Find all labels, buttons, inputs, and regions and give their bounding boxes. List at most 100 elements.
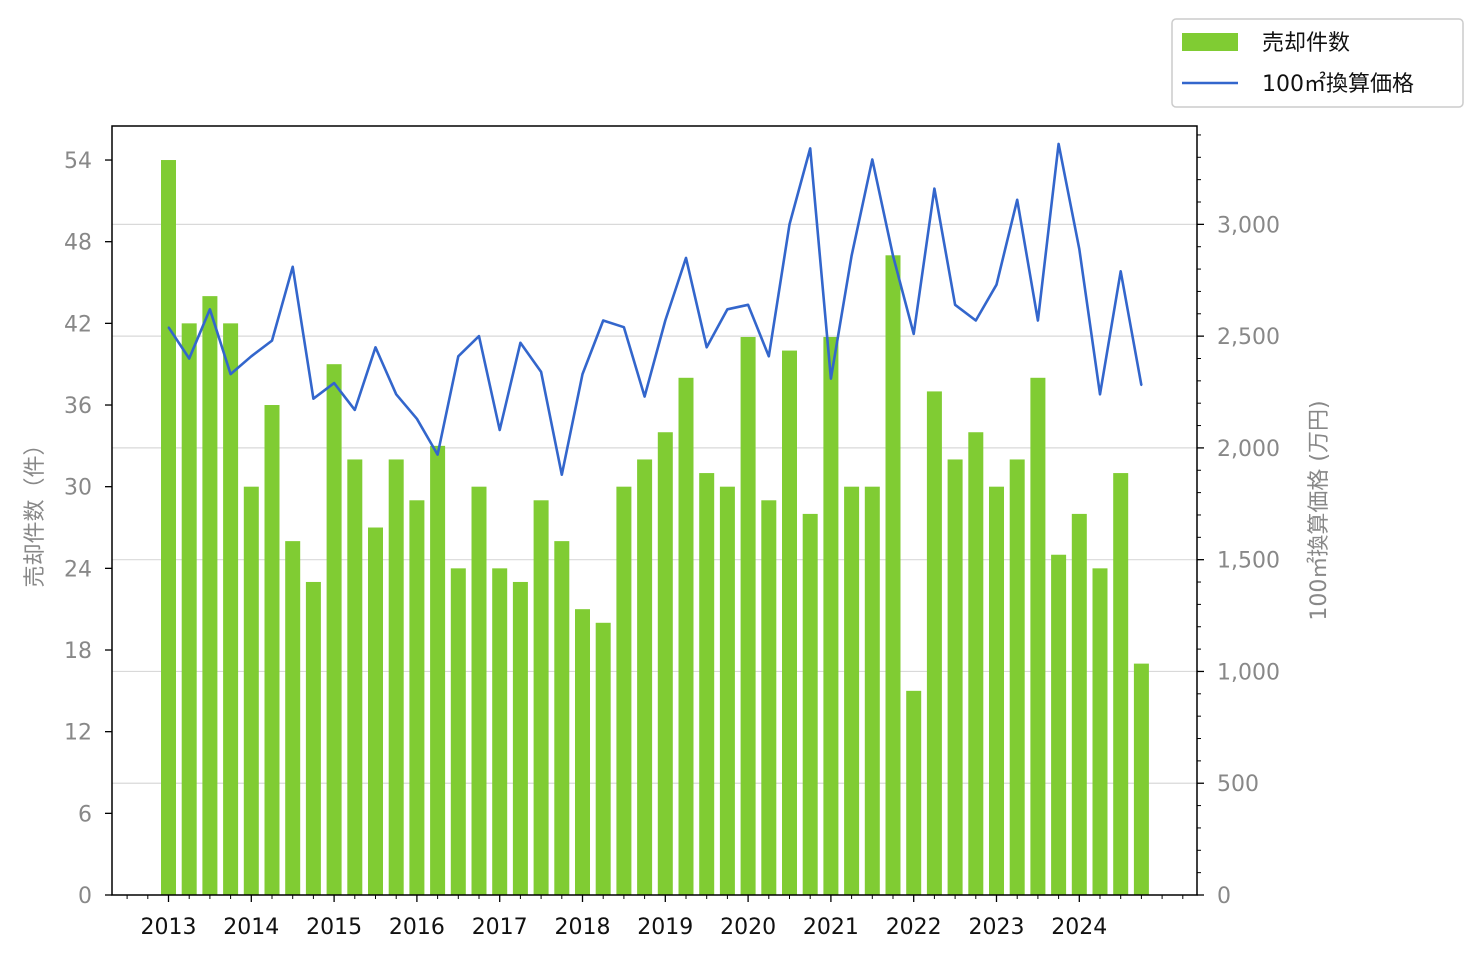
left-tick-label: 18 — [64, 639, 92, 664]
price-point-2021Q4 — [892, 254, 894, 257]
x-tick-label: 2020 — [720, 915, 776, 940]
right-tick-label: 1,000 — [1217, 660, 1280, 685]
price-point-2024Q4 — [1140, 384, 1143, 387]
price-point-2014Q2 — [271, 339, 273, 342]
price-point-2017Q1 — [498, 429, 501, 431]
right-tick-label: 2,500 — [1217, 325, 1280, 350]
left-tick-label: 30 — [64, 476, 92, 501]
price-point-2020Q3 — [788, 223, 791, 226]
x-tick-label: 2018 — [555, 915, 611, 940]
price-point-2018Q2 — [602, 319, 604, 322]
price-point-2022Q4 — [975, 319, 977, 322]
left-tick-label: 36 — [64, 394, 92, 419]
price-point-2018Q1 — [581, 373, 584, 375]
legend: 売却件数 100㎡換算価格 — [1171, 18, 1464, 108]
bar-2023Q2 — [1009, 459, 1025, 895]
price-point-2019Q3 — [705, 346, 708, 349]
price-point-2017Q3 — [540, 371, 542, 373]
legend-frame — [1171, 18, 1464, 108]
price-point-2016Q2 — [436, 453, 439, 456]
bar-2015Q3 — [368, 527, 383, 895]
price-point-2022Q1 — [912, 333, 915, 335]
bar-2019Q4 — [719, 486, 735, 895]
left-tick-label: 48 — [64, 231, 92, 256]
bar-2016Q1 — [409, 500, 425, 895]
bar-2021Q1 — [823, 336, 839, 895]
bar-2017Q3 — [533, 500, 549, 895]
left-tick-label: 12 — [64, 721, 92, 746]
bar-2013Q1 — [161, 160, 176, 895]
bar-2017Q1 — [492, 568, 508, 895]
x-tick-label: 2017 — [472, 915, 528, 940]
x-tick-label: 2021 — [803, 915, 859, 940]
bar-2020Q1 — [740, 336, 756, 895]
bar-2022Q2 — [926, 391, 942, 895]
price-point-2020Q1 — [747, 304, 749, 306]
price-point-2017Q4 — [561, 473, 563, 476]
right-tick-label: 2,000 — [1217, 437, 1280, 462]
x-tick-label: 2019 — [637, 915, 693, 940]
price-point-2021Q2 — [850, 254, 853, 257]
bar-series — [161, 160, 1149, 896]
bar-2024Q4 — [1133, 663, 1149, 895]
bar-2019Q2 — [678, 377, 694, 895]
bar-2024Q2 — [1092, 568, 1108, 895]
right-tick-label: 500 — [1217, 772, 1259, 797]
x-axis: 2013 2014 2015 2016 2017 2018 2019 2020 2021 2022… — [126, 895, 1184, 940]
price-point-2018Q4 — [643, 395, 646, 398]
bar-2017Q2 — [512, 581, 528, 895]
left-axis-title: 売却件数（件） — [23, 433, 48, 587]
legend-label-price: 100㎡換算価格 — [1262, 71, 1414, 97]
price-point-2023Q4 — [1057, 143, 1060, 145]
bar-2022Q1 — [906, 690, 922, 895]
x-tick-label: 2023 — [969, 915, 1025, 940]
price-point-2021Q3 — [871, 158, 874, 161]
bar-2024Q1 — [1071, 513, 1087, 895]
price-point-2019Q4 — [726, 308, 729, 311]
bar-2020Q3 — [782, 350, 797, 896]
left-tick-label: 42 — [64, 312, 92, 337]
bar-2013Q3 — [202, 296, 218, 895]
price-point-2015Q3 — [374, 346, 377, 349]
price-point-2013Q3 — [209, 308, 211, 311]
price-point-2020Q2 — [768, 355, 770, 358]
bar-2014Q4 — [305, 581, 321, 895]
legend-swatch-bar — [1182, 33, 1238, 51]
bar-2017Q4 — [554, 541, 570, 895]
price-point-2024Q3 — [1119, 270, 1122, 273]
x-tick-label: 2024 — [1051, 915, 1107, 940]
bar-2020Q4 — [802, 513, 818, 895]
x-tick-label: 2022 — [886, 915, 942, 940]
bar-2016Q4 — [471, 486, 487, 895]
right-tick-label: 1,500 — [1217, 549, 1280, 574]
bar-2016Q2 — [430, 445, 446, 895]
price-point-2017Q2 — [519, 342, 522, 344]
price-point-2015Q2 — [354, 409, 356, 411]
right-axis: 0 500 1,000 1,500 2,000 2,500 3,000 — [1197, 134, 1280, 909]
price-point-2024Q1 — [1078, 248, 1081, 250]
price-point-2023Q3 — [1037, 319, 1039, 322]
price-point-2021Q1 — [830, 377, 832, 380]
bar-2014Q3 — [285, 541, 301, 895]
bar-2013Q4 — [223, 323, 239, 895]
bar-2013Q2 — [181, 323, 197, 895]
price-point-2014Q1 — [250, 355, 253, 358]
bar-2022Q3 — [947, 459, 963, 895]
price-point-2015Q1 — [333, 382, 335, 384]
legend-label-count: 売却件数 — [1262, 31, 1350, 56]
bar-2023Q4 — [1051, 554, 1067, 895]
line-series — [167, 142, 1143, 477]
price-point-2022Q2 — [933, 187, 936, 190]
price-point-2013Q2 — [188, 357, 190, 360]
price-point-2019Q1 — [664, 319, 667, 322]
bar-2018Q1 — [575, 609, 590, 895]
x-tick-label: 2016 — [389, 915, 445, 940]
bar-2016Q3 — [450, 568, 466, 895]
price-point-2023Q2 — [1016, 198, 1018, 201]
bar-2022Q4 — [968, 432, 984, 895]
bar-2018Q4 — [637, 459, 653, 895]
bar-2024Q3 — [1113, 473, 1129, 895]
price-line — [167, 142, 1143, 477]
bar-2015Q4 — [388, 459, 404, 895]
right-tick-label: 3,000 — [1217, 213, 1280, 238]
